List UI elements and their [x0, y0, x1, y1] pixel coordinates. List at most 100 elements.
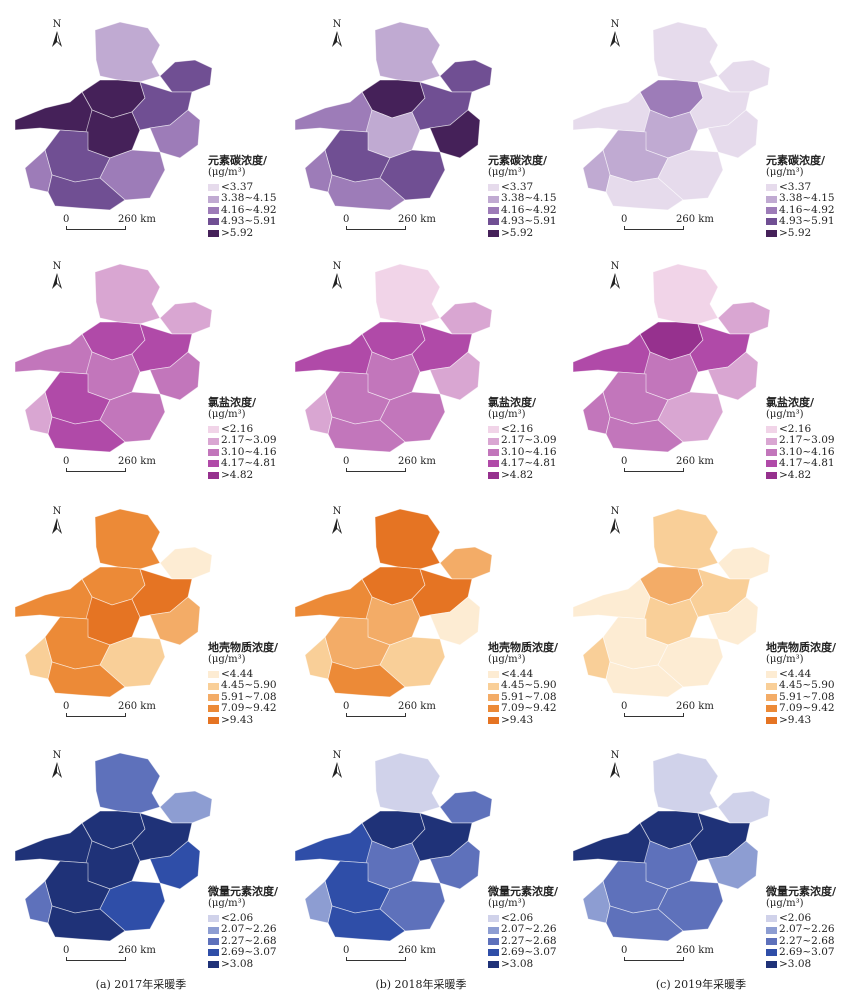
map-legend: 地壳物质浓度/(μg/m³) <4.44 4.45~5.90 5.91~7.08 7.0…: [208, 642, 298, 726]
map-region-2: [159, 59, 213, 93]
legend-item: 2.07~2.26: [208, 923, 298, 936]
caption-a: (a) 2017年采暖季: [95, 978, 187, 991]
legend-swatch: [488, 949, 499, 957]
legend-item: 5.91~7.08: [208, 691, 298, 703]
legend-item: >9.43: [766, 714, 850, 726]
legend-unit: (μg/m³): [208, 167, 246, 178]
map-panel-r4-c1: N 微量元素浓度/(μg/m³) <2.06 2.07~2.26 2.27~2.68 2.…: [0, 731, 283, 976]
legend-item: 4.45~5.90: [766, 679, 850, 691]
north-arrow-icon: N: [50, 262, 64, 289]
legend-item: 3.38~4.15: [208, 192, 298, 204]
legend-item: 7.09~9.42: [208, 702, 298, 714]
legend-unit: (μg/m³): [766, 898, 804, 909]
legend-label: 2.07~2.26: [221, 923, 277, 936]
legend-swatch: [488, 218, 499, 226]
legend-item: <3.37: [208, 181, 298, 193]
legend-label: 4.16~4.92: [779, 203, 835, 216]
scale-label-start: 0: [63, 456, 70, 467]
legend-label: 7.09~9.42: [501, 702, 557, 715]
map-region-4: [294, 91, 373, 133]
legend-swatch: [488, 437, 499, 445]
legend-item: 4.17~4.81: [488, 457, 578, 469]
map-legend: 元素碳浓度/(μg/m³) <3.37 3.38~4.15 4.16~4.92 4.93…: [488, 155, 578, 239]
legend-item: >9.43: [208, 714, 298, 726]
legend-swatch: [766, 206, 777, 214]
choropleth-map: [14, 263, 213, 453]
legend-item: >5.92: [208, 226, 298, 239]
map-region-2: [439, 790, 493, 824]
legend-item: <3.37: [488, 181, 578, 193]
legend-item: 3.10~4.16: [766, 445, 850, 458]
map-region-7: [707, 840, 759, 890]
legend-label: <2.16: [501, 423, 534, 435]
scale-label-end: 260 km: [676, 456, 714, 467]
legend-title: 地壳物质浓度/: [208, 641, 279, 654]
legend-label: >3.08: [221, 957, 254, 970]
scale-label-end: 260 km: [118, 214, 156, 225]
scale-label-end: 260 km: [398, 701, 436, 712]
map-region-7: [149, 596, 201, 646]
map-legend: 微量元素浓度/(μg/m³) <2.06 2.07~2.26 2.27~2.68 2.6…: [766, 886, 850, 970]
legend-swatch: [208, 437, 219, 445]
legend-item: 2.69~3.07: [766, 946, 850, 958]
legend-title: 元素碳浓度/: [488, 154, 548, 167]
map-region-11: [327, 416, 406, 453]
north-arrow-icon: N: [608, 751, 622, 778]
map-region-7: [149, 840, 201, 890]
legend-swatch: [208, 426, 219, 434]
caption-b: (b) 2018年采暖季: [375, 978, 467, 991]
north-label: N: [332, 506, 342, 517]
scale-label-end: 260 km: [398, 945, 436, 956]
scale-label-start: 0: [63, 701, 70, 712]
legend-label: <4.44: [221, 668, 254, 680]
legend-title: 氯盐浓度/: [488, 396, 537, 409]
legend-item: <2.16: [488, 423, 578, 435]
north-arrow-icon: N: [330, 20, 344, 47]
map-region-11: [327, 905, 406, 942]
north-label: N: [610, 261, 620, 272]
map-region-4: [572, 822, 651, 864]
legend-label: 7.09~9.42: [779, 702, 835, 715]
map-panel-r3-c3: N 地壳物质浓度/(μg/m³) <4.44 4.45~5.90 5.91~7.08 7.…: [558, 487, 841, 732]
map-region-7: [149, 109, 201, 159]
map-legend: 氯盐浓度/(μg/m³) <2.16 2.17~3.09 3.10~4.16 4.17~…: [766, 397, 850, 481]
scale-bar-line: [624, 468, 684, 472]
map-region-2: [717, 790, 771, 824]
map-region-7: [707, 351, 759, 401]
legend-swatch: [208, 218, 219, 226]
legend-item: >5.92: [766, 227, 850, 239]
legend-unit: (μg/m³): [208, 654, 246, 665]
legend-swatch: [488, 460, 499, 468]
north-label: N: [610, 506, 620, 517]
map-region-1: [94, 263, 161, 325]
map-panel-r2-c3: N 氯盐浓度/(μg/m³) <2.16 2.17~3.09 3.10~4.16 4.17…: [558, 242, 841, 487]
legend-swatch: [208, 448, 219, 456]
legend-label: >5.92: [221, 226, 254, 239]
legend-label: 5.91~7.08: [779, 690, 835, 703]
north-arrow-icon: N: [608, 20, 622, 47]
legend-swatch: [208, 926, 219, 934]
map-legend: 元素碳浓度/(μg/m³) <3.37 3.38~4.15 4.16~4.92 4.93…: [766, 155, 850, 239]
legend-swatch: [488, 448, 499, 456]
legend-label: 4.45~5.90: [221, 679, 277, 692]
scale-label-start: 0: [343, 945, 350, 956]
legend-label: 3.10~4.16: [779, 445, 835, 458]
legend-label: 2.27~2.68: [221, 934, 277, 947]
legend-swatch: [766, 437, 777, 445]
caption-c: (c) 2019年采暖季: [655, 978, 747, 991]
legend-swatch: [208, 471, 219, 479]
north-label: N: [332, 750, 342, 761]
legend-title: 氯盐浓度/: [766, 396, 815, 409]
north-label: N: [52, 19, 62, 30]
map-region-2: [159, 546, 213, 580]
legend-title: 微量元素浓度/: [208, 885, 279, 898]
north-arrow-icon: N: [608, 507, 622, 534]
legend-swatch: [488, 195, 499, 203]
map-region-11: [605, 416, 684, 453]
legend-item: 3.10~4.16: [208, 446, 298, 458]
map-region-11: [47, 174, 126, 211]
map-region-2: [717, 546, 771, 580]
legend-swatch: [488, 426, 499, 434]
legend-swatch: [766, 426, 777, 434]
map-region-11: [605, 905, 684, 942]
